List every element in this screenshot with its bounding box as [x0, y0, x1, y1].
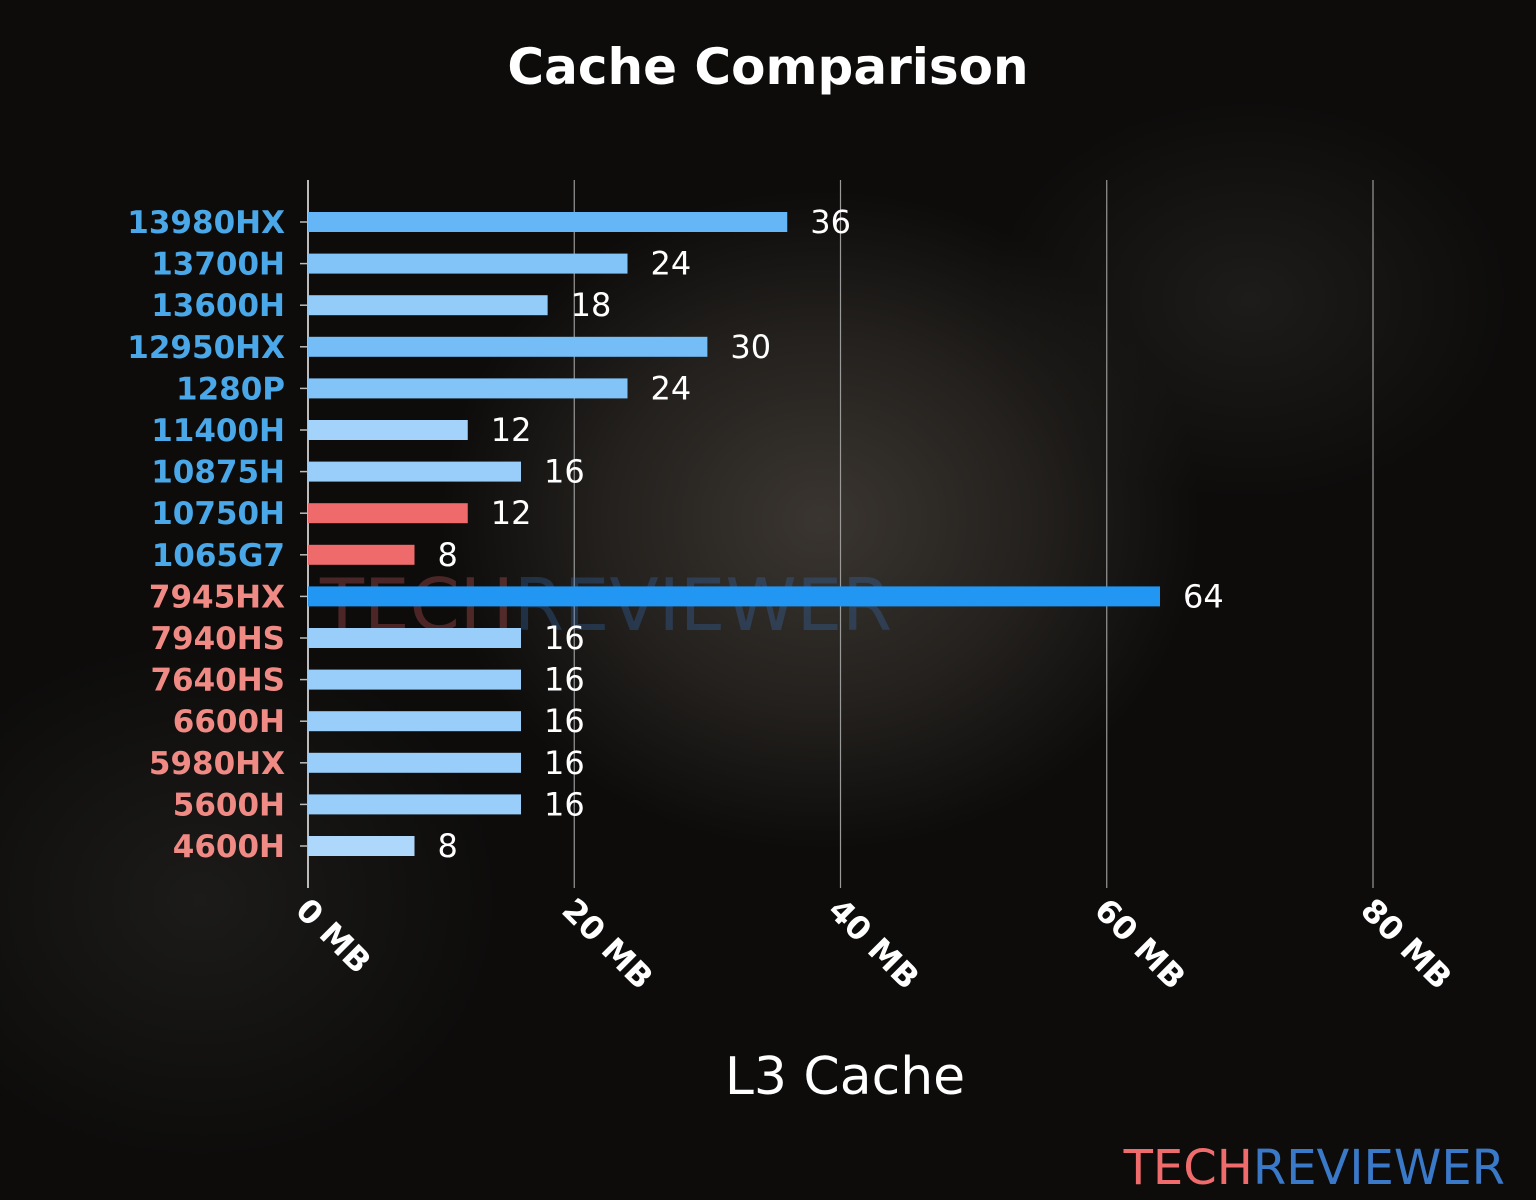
x-tick-label: 20 MB	[555, 891, 661, 997]
bar-1280P	[308, 378, 628, 399]
bar-13980HX	[308, 212, 788, 232]
x-axis-label: L3 Cache	[725, 1047, 965, 1107]
bar-1065G7	[308, 544, 415, 565]
bar-5600H	[308, 794, 521, 815]
logo-tech: TECH	[1123, 1140, 1253, 1196]
category-label: 5600H	[173, 787, 285, 823]
data-label: 12	[491, 494, 532, 532]
data-label: 36	[810, 203, 851, 241]
bar-11400H	[308, 420, 468, 440]
bar-10750H	[308, 503, 468, 524]
data-label: 24	[651, 245, 692, 283]
data-label: 16	[544, 702, 585, 740]
data-label: 16	[544, 619, 585, 657]
category-label: 5980HX	[149, 746, 285, 782]
category-label: 1280P	[176, 371, 285, 407]
category-label: 11400H	[151, 413, 285, 449]
x-tick-label: 40 MB	[821, 891, 927, 997]
bar-6600H	[308, 711, 521, 732]
data-label: 8	[438, 827, 458, 865]
data-label: 16	[544, 785, 585, 823]
data-label: 16	[544, 744, 585, 782]
x-tick-label: 0 MB	[288, 891, 378, 981]
category-label: 6600H	[173, 704, 285, 740]
bar-5980HX	[308, 752, 521, 773]
category-label: 10875H	[151, 455, 285, 491]
category-label: 13980HX	[127, 205, 285, 241]
bar-7640HS	[308, 669, 521, 690]
category-label: 4600H	[173, 829, 285, 865]
bar-4600H	[308, 836, 415, 856]
category-label: 1065G7	[152, 538, 285, 574]
category-label: 13600H	[151, 288, 285, 324]
data-label: 24	[651, 369, 692, 407]
category-label: 12950HX	[127, 330, 285, 366]
data-label: 12	[491, 411, 532, 449]
data-label: 16	[544, 661, 585, 699]
bar-7940HS	[308, 628, 521, 648]
data-label: 16	[544, 453, 585, 491]
data-label: 30	[730, 328, 771, 366]
techreviewer-logo: TECHREVIEWER	[1123, 1140, 1505, 1196]
bar-10875H	[308, 461, 521, 482]
category-label: 13700H	[151, 247, 285, 283]
bar-12950HX	[308, 336, 708, 357]
bar-13600H	[308, 295, 548, 316]
logo-reviewer: REVIEWER	[1253, 1140, 1505, 1196]
x-tick-label: 60 MB	[1087, 891, 1193, 997]
category-label: 7940HS	[150, 621, 285, 657]
bar-7945HX	[308, 586, 1160, 607]
data-label: 8	[438, 536, 458, 574]
bar-13700H	[308, 253, 628, 274]
category-label: 7945HX	[149, 579, 285, 615]
chart-title: Cache Comparison	[507, 38, 1028, 96]
data-label: 18	[571, 286, 612, 324]
x-tick-label: 80 MB	[1353, 891, 1459, 997]
category-label: 7640HS	[150, 663, 285, 699]
data-label: 64	[1183, 577, 1224, 615]
category-label: 10750H	[151, 496, 285, 532]
